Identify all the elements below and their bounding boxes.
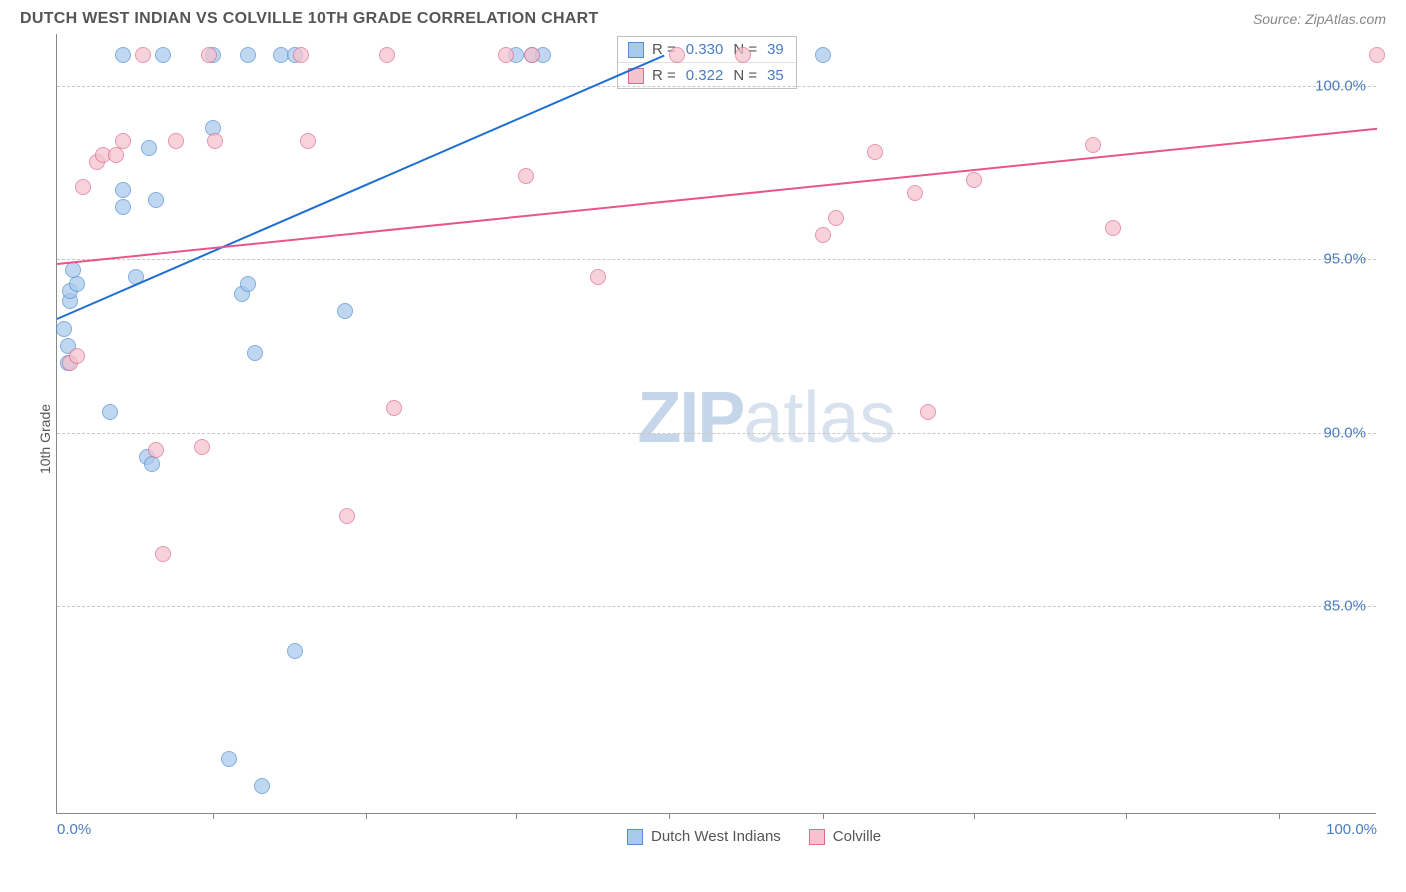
gridline bbox=[57, 259, 1376, 260]
x-tick bbox=[1126, 813, 1127, 819]
data-point bbox=[207, 133, 223, 149]
data-point bbox=[115, 47, 131, 63]
data-point bbox=[966, 172, 982, 188]
data-point bbox=[201, 47, 217, 63]
data-point bbox=[254, 778, 270, 794]
data-point bbox=[135, 47, 151, 63]
data-point bbox=[1369, 47, 1385, 63]
y-tick-label: 95.0% bbox=[1323, 251, 1366, 268]
data-point bbox=[815, 47, 831, 63]
gridline bbox=[57, 606, 1376, 607]
x-tick-label: 0.0% bbox=[57, 821, 91, 838]
n-value-0: 39 bbox=[765, 41, 786, 58]
data-point bbox=[590, 269, 606, 285]
legend-label-0: Dutch West Indians bbox=[651, 828, 781, 845]
legend-swatch-1 bbox=[809, 829, 825, 845]
data-point bbox=[141, 140, 157, 156]
data-point bbox=[108, 147, 124, 163]
chart-header: DUTCH WEST INDIAN VS COLVILLE 10TH GRADE… bbox=[0, 0, 1406, 34]
x-tick-label: 100.0% bbox=[1326, 821, 1377, 838]
data-point bbox=[115, 199, 131, 215]
data-point bbox=[337, 303, 353, 319]
x-tick bbox=[1279, 813, 1280, 819]
data-point bbox=[339, 508, 355, 524]
data-point bbox=[386, 400, 402, 416]
legend-item-1: Colville bbox=[809, 828, 881, 845]
x-tick bbox=[974, 813, 975, 819]
data-point bbox=[735, 47, 751, 63]
data-point bbox=[1085, 137, 1101, 153]
data-point bbox=[920, 404, 936, 420]
x-tick bbox=[823, 813, 824, 819]
data-point bbox=[498, 47, 514, 63]
swatch-series-0 bbox=[628, 42, 644, 58]
trend-line bbox=[57, 55, 665, 320]
r-label: R = bbox=[652, 67, 676, 84]
chart-title: DUTCH WEST INDIAN VS COLVILLE 10TH GRADE… bbox=[20, 10, 599, 28]
plot-area: ZIPatlas R = 0.330 N = 39 R = 0.322 N = … bbox=[56, 34, 1376, 814]
data-point bbox=[194, 439, 210, 455]
data-point bbox=[828, 210, 844, 226]
data-point bbox=[240, 47, 256, 63]
data-point bbox=[115, 182, 131, 198]
data-point bbox=[1105, 220, 1121, 236]
data-point bbox=[168, 133, 184, 149]
x-tick bbox=[516, 813, 517, 819]
data-point bbox=[144, 456, 160, 472]
y-axis-label: 10th Grade bbox=[37, 404, 53, 474]
watermark: ZIPatlas bbox=[637, 377, 895, 459]
y-tick-label: 85.0% bbox=[1323, 598, 1366, 615]
data-point bbox=[75, 179, 91, 195]
data-point bbox=[815, 227, 831, 243]
legend-swatch-0 bbox=[627, 829, 643, 845]
data-point bbox=[221, 751, 237, 767]
trend-line bbox=[57, 128, 1377, 265]
data-point bbox=[247, 345, 263, 361]
data-point bbox=[287, 643, 303, 659]
data-point bbox=[155, 47, 171, 63]
legend-label-1: Colville bbox=[833, 828, 881, 845]
bottom-legend: Dutch West Indians Colville bbox=[627, 828, 881, 845]
legend-item-0: Dutch West Indians bbox=[627, 828, 781, 845]
data-point bbox=[669, 47, 685, 63]
data-point bbox=[102, 404, 118, 420]
data-point bbox=[155, 546, 171, 562]
x-tick bbox=[366, 813, 367, 819]
r-value-0: 0.330 bbox=[684, 41, 726, 58]
gridline bbox=[57, 433, 1376, 434]
data-point bbox=[148, 442, 164, 458]
gridline bbox=[57, 86, 1376, 87]
data-point bbox=[867, 144, 883, 160]
data-point bbox=[379, 47, 395, 63]
data-point bbox=[56, 321, 72, 337]
r-value-1: 0.322 bbox=[684, 67, 726, 84]
data-point bbox=[240, 276, 256, 292]
chart-container: 10th Grade ZIPatlas R = 0.330 N = 39 R =… bbox=[20, 34, 1386, 844]
y-tick-label: 90.0% bbox=[1323, 424, 1366, 441]
x-tick bbox=[213, 813, 214, 819]
n-value-1: 35 bbox=[765, 67, 786, 84]
watermark-bold: ZIP bbox=[637, 378, 743, 458]
stats-row-series-0: R = 0.330 N = 39 bbox=[618, 37, 796, 62]
y-tick-label: 100.0% bbox=[1315, 78, 1366, 95]
source-attribution: Source: ZipAtlas.com bbox=[1253, 11, 1386, 27]
data-point bbox=[518, 168, 534, 184]
n-label: N = bbox=[733, 67, 757, 84]
data-point bbox=[293, 47, 309, 63]
data-point bbox=[115, 133, 131, 149]
stats-row-series-1: R = 0.322 N = 35 bbox=[618, 62, 796, 88]
data-point bbox=[148, 192, 164, 208]
data-point bbox=[907, 185, 923, 201]
data-point bbox=[524, 47, 540, 63]
data-point bbox=[69, 348, 85, 364]
x-tick bbox=[669, 813, 670, 819]
data-point bbox=[69, 276, 85, 292]
watermark-light: atlas bbox=[743, 378, 895, 458]
data-point bbox=[300, 133, 316, 149]
